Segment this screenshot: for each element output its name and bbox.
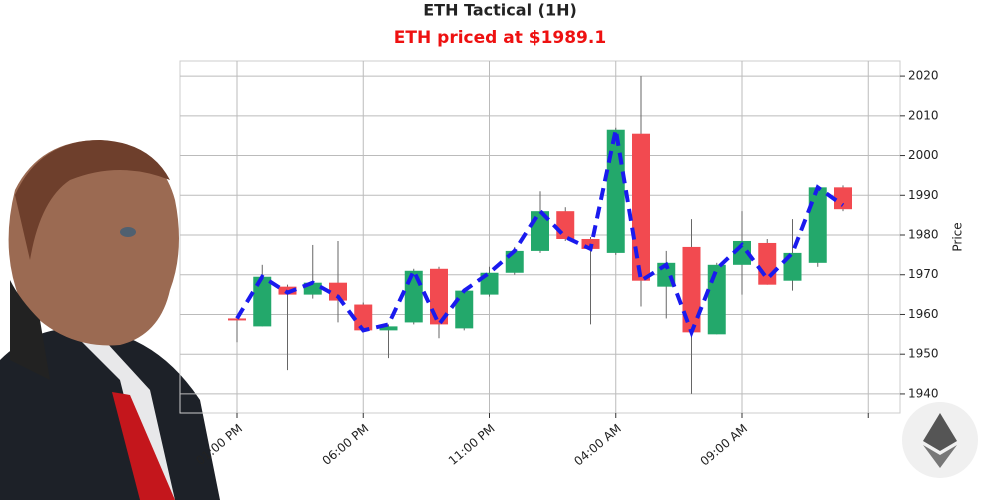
- chart-subtitle: ETH priced at $1989.1: [394, 28, 606, 48]
- eth-logo: [902, 402, 978, 478]
- candle-body: [228, 318, 246, 321]
- x-tick-label: 09:00 AM: [698, 421, 751, 468]
- candle-body: [606, 129, 625, 253]
- trend-line: [235, 129, 845, 338]
- person-illustration: [0, 140, 220, 500]
- y-tick-label: 1970: [908, 267, 939, 281]
- tie: [112, 392, 175, 500]
- y-axis-label: Price: [951, 222, 965, 251]
- candle-body: [758, 242, 777, 285]
- candle-body: [404, 270, 423, 323]
- logo-bottom: [923, 445, 957, 468]
- y-tick-label: 1960: [908, 307, 939, 321]
- candle-body: [556, 211, 575, 239]
- x-tick-label: 04:00 AM: [571, 421, 624, 468]
- eye: [120, 227, 136, 237]
- logo-top: [923, 413, 957, 451]
- candle-body: [632, 133, 650, 281]
- y-tick-label: 2010: [908, 108, 939, 122]
- y-tick-label: 1950: [908, 347, 939, 361]
- y-tick-label: 1980: [908, 228, 939, 242]
- candle-body: [253, 276, 272, 327]
- candle-body: [379, 326, 398, 331]
- candle-body: [834, 187, 852, 210]
- chart-title: ETH Tactical (1H): [423, 1, 577, 20]
- y-tick-label: 2020: [908, 69, 939, 83]
- plot-frame: [179, 60, 901, 414]
- neck-mech: [10, 280, 50, 380]
- x-tick-label: 06:00 PM: [320, 421, 372, 468]
- y-tick-label: 2000: [908, 148, 939, 162]
- head-top: [15, 140, 170, 260]
- x-tick-label: 11:00 PM: [446, 421, 498, 468]
- candle-body: [682, 246, 701, 333]
- candle-body: [354, 304, 373, 331]
- candle-body: [455, 290, 474, 329]
- candle-body: [329, 282, 347, 301]
- candle-body: [303, 282, 322, 295]
- candle-body: [808, 187, 827, 263]
- y-tick-label: 1990: [908, 188, 939, 202]
- candle-body: [707, 264, 726, 335]
- y-tick-label: 1940: [908, 386, 939, 400]
